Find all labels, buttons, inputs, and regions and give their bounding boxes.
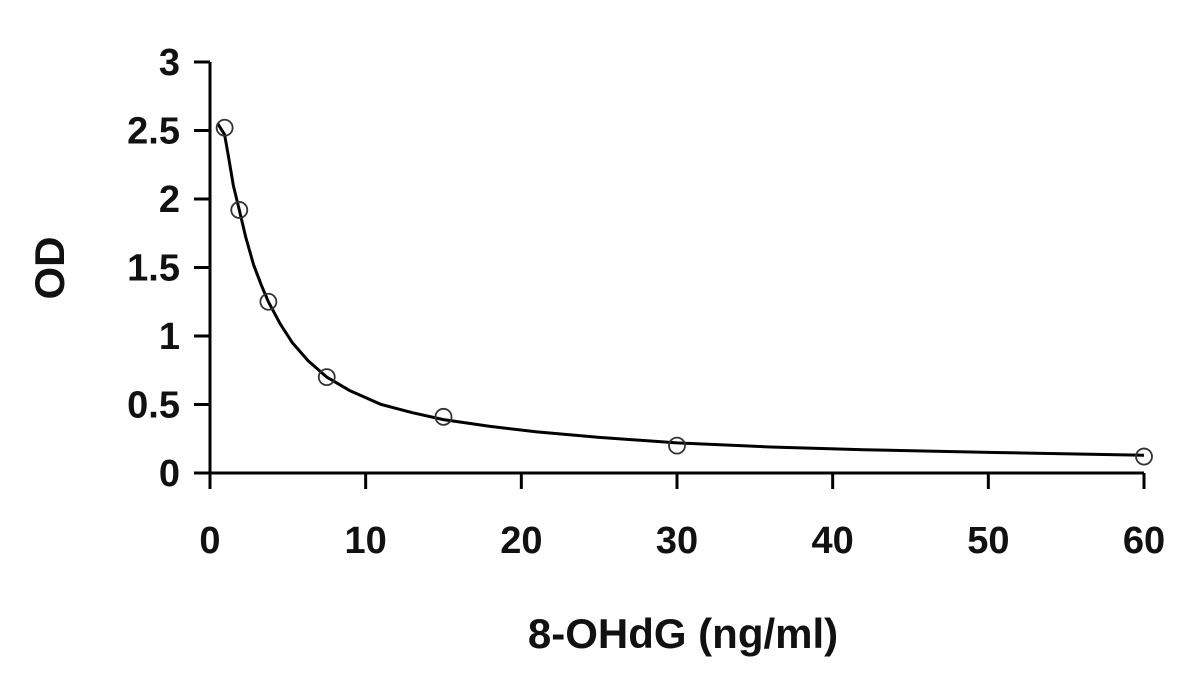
x-axis-title: 8-OHdG (ng/ml) [528,610,838,657]
data-point [215,118,234,137]
x-tick-label: 40 [812,520,854,562]
y-tick-label: 1 [159,316,180,358]
data-point [230,201,249,219]
axes [194,60,1146,489]
data-point [1135,447,1153,466]
y-tick-label: 0 [159,453,180,495]
data-point [317,368,336,387]
y-tick-label: 0.5 [127,385,180,427]
y-tick-label: 1.5 [127,248,180,290]
y-axis-title: OD [26,237,73,300]
tick-labels: 00.511.522.530 10 20 30 40 50 60 [127,42,1165,562]
x-tick-label: 0 [199,520,220,562]
fit-curve-layer [216,122,1145,457]
y-tick-label: 2 [159,179,180,221]
y-tick-label: 2.5 [127,111,180,153]
data-point [668,436,686,455]
data-points [215,118,1153,466]
x-tick-label: 10 [345,520,387,562]
x-tick-label: 20 [500,520,542,562]
data-point [259,292,278,311]
x-tick-label: 30 [656,520,698,562]
data-point [434,407,453,426]
y-tick-label: 3 [159,42,180,84]
x-tick-label: 50 [967,520,1009,562]
x-tick-label: 60 [1123,520,1165,562]
fit-curve [216,122,1145,457]
